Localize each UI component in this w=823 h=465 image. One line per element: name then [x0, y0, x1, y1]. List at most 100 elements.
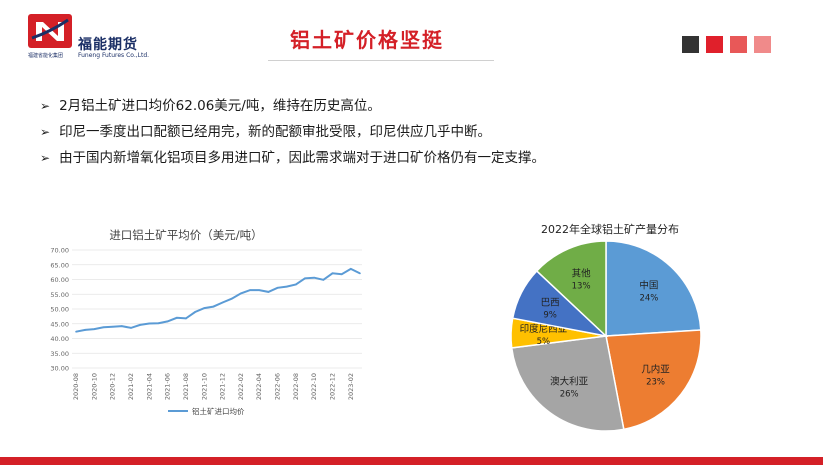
bullet-text: 印尼一季度出口配额已经用完，新的配额审批受限，印尼供应几乎中断。	[59, 124, 492, 140]
x-tick-label: 2020-08	[72, 373, 80, 400]
data-point	[230, 297, 233, 300]
y-tick-label: 30.00	[50, 365, 69, 373]
pie-slice	[510, 335, 625, 432]
logo-english-name: Funeng Futures Co.,Ltd.	[78, 52, 150, 59]
accent-square-2	[706, 36, 723, 53]
data-point	[185, 317, 187, 320]
y-tick-label: 45.00	[50, 320, 69, 328]
logo-chinese-name: 福能期货	[78, 37, 138, 53]
x-tick-label: 2022-10	[310, 373, 318, 400]
x-tick-label: 2022-06	[274, 373, 282, 400]
slice-label: 几内亚	[641, 363, 670, 375]
pie-slice	[605, 240, 702, 337]
x-tick-label: 2021-08	[182, 373, 190, 400]
y-tick-label: 40.00	[50, 335, 69, 343]
pie-slice	[605, 329, 702, 431]
data-point	[331, 272, 334, 275]
bullet-text: 2月铝土矿进口均价62.06美元/吨，维持在历史高位。	[59, 98, 381, 114]
data-point	[166, 320, 169, 323]
x-tick-label: 2022-08	[292, 373, 300, 400]
data-point	[130, 327, 132, 329]
y-tick-label: 35.00	[50, 350, 69, 358]
x-tick-label: 2021-12	[219, 373, 227, 400]
x-tick-label: 2021-06	[164, 373, 172, 400]
series-line	[75, 267, 361, 333]
y-tick-label: 50.00	[50, 306, 69, 314]
x-tick-label: 2022-04	[255, 373, 263, 400]
data-point	[240, 292, 242, 295]
x-tick-label: 2022-02	[237, 373, 245, 400]
data-point	[194, 311, 196, 313]
chart-title: 进口铝土矿平均价（美元/吨）	[109, 228, 262, 242]
y-tick-label: 65.00	[50, 261, 69, 269]
bauxite-production-pie-chart: 2022年全球铝土矿产量分布中国24%几内亚23%澳大利亚26%印度尼西亚5%巴…	[510, 222, 702, 432]
data-point	[359, 272, 361, 275]
data-point	[157, 322, 160, 324]
slice-percent: 23%	[646, 377, 665, 387]
data-point	[285, 285, 288, 288]
slice-label: 澳大利亚	[550, 376, 589, 388]
data-point	[340, 273, 343, 275]
data-point	[75, 330, 77, 333]
pie-slice	[535, 240, 607, 338]
data-point	[212, 305, 215, 308]
data-point	[93, 328, 96, 330]
slice-percent: 5%	[537, 337, 551, 347]
page-title: 铝土矿价格坚挺	[290, 28, 444, 52]
y-tick-label: 70.00	[50, 247, 69, 255]
data-point	[175, 317, 178, 319]
data-point	[304, 277, 306, 280]
data-point	[84, 329, 86, 331]
slice-label: 中国	[639, 279, 658, 291]
slice-label: 其他	[572, 267, 592, 279]
bullet-item: ➢ 2月铝土矿进口均价62.06美元/吨，维持在历史高位。	[40, 93, 545, 119]
x-tick-label: 2021-02	[127, 373, 135, 400]
data-point	[258, 289, 261, 291]
slice-percent: 26%	[560, 390, 579, 400]
slice-percent: 24%	[639, 293, 658, 303]
data-point	[322, 278, 325, 281]
x-tick-label: 2021-10	[200, 373, 208, 400]
data-point	[249, 289, 251, 291]
x-tick-label: 2020-10	[90, 373, 98, 400]
logo-mark-icon	[28, 14, 72, 48]
data-point	[148, 322, 151, 325]
logo-group-name: 福建省能化集团	[28, 53, 64, 59]
x-tick-label: 2023-02	[347, 373, 355, 400]
bullet-item: ➢ 由于国内新增氧化铝项目多用进口矿，因此需求端对于进口矿价格仍有一定支撑。	[40, 145, 545, 171]
bullet-arrow-icon: ➢	[40, 125, 51, 139]
chart-title: 2022年全球铝土矿产量分布	[541, 222, 679, 236]
data-point	[221, 301, 224, 304]
import-price-line-chart: 进口铝土矿平均价（美元/吨） 30.00 35.00 40.00 45.00 50.00 5…	[50, 228, 362, 416]
y-tick-label: 55.00	[50, 291, 69, 299]
bullet-arrow-icon: ➢	[40, 151, 51, 165]
slice-percent: 9%	[543, 311, 557, 321]
data-point	[350, 268, 352, 270]
accent-square-4	[754, 36, 771, 53]
data-point	[139, 324, 141, 326]
slice-percent: 13%	[572, 281, 591, 291]
title-underline	[268, 60, 494, 61]
data-point	[276, 286, 279, 289]
data-point	[313, 276, 315, 279]
bullet-list: ➢ 2月铝土矿进口均价62.06美元/吨，维持在历史高位。 ➢ 印尼一季度出口配…	[40, 93, 545, 171]
data-point	[121, 325, 123, 327]
x-tick-label: 2021-04	[145, 373, 153, 400]
bullet-arrow-icon: ➢	[40, 99, 51, 113]
data-point	[102, 326, 105, 329]
x-tick-label: 2020-12	[109, 373, 117, 400]
footer-bar	[0, 457, 823, 465]
data-point	[203, 307, 206, 309]
data-point	[111, 325, 114, 328]
y-tick-label: 60.00	[50, 276, 69, 284]
bullet-item: ➢ 印尼一季度出口配额已经用完，新的配额审批受限，印尼供应几乎中断。	[40, 119, 545, 145]
accent-square-3	[730, 36, 747, 53]
x-tick-label: 2022-12	[329, 373, 337, 400]
company-logo: 福能期货 福建省能化集团 Funeng Futures Co.,Ltd.	[28, 14, 168, 60]
data-point	[267, 291, 270, 293]
accent-square-1	[682, 36, 699, 53]
bullet-text: 由于国内新增氧化铝项目多用进口矿，因此需求端对于进口矿价格仍有一定支撑。	[59, 150, 546, 166]
slice-label: 巴西	[541, 298, 560, 309]
legend-label: 铝土矿进口均价	[192, 406, 245, 416]
data-point	[295, 283, 297, 286]
